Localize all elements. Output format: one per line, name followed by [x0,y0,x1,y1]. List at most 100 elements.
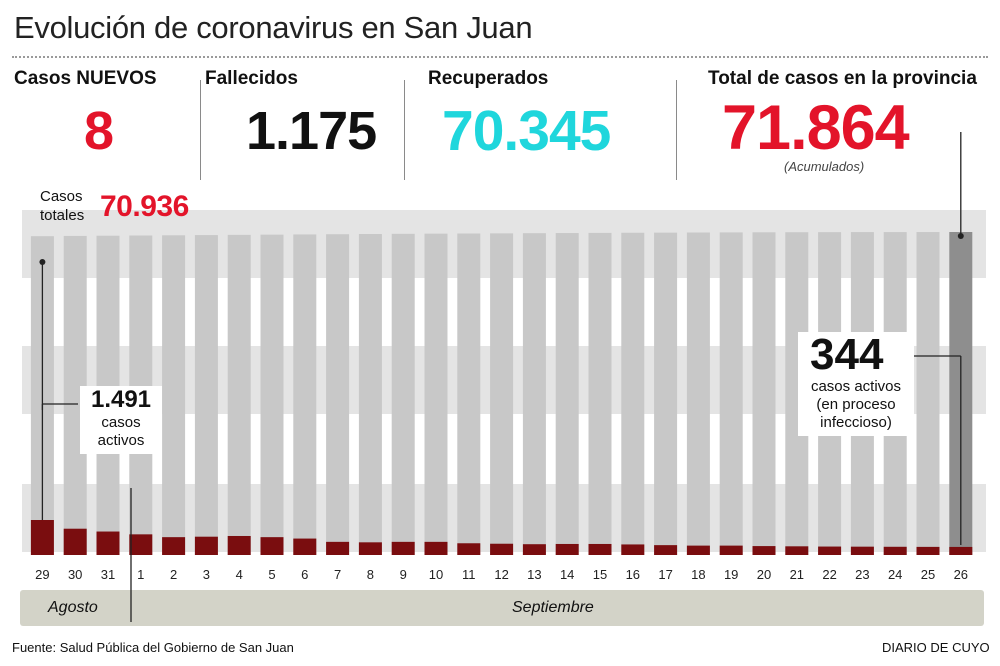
x-tick-label: 9 [400,567,407,582]
start-active-box: 1.491 casos activos [80,386,162,454]
active-cases-bar [850,546,874,555]
total-value: 71.864 [722,93,910,163]
month-label-agosto: Agosto [48,599,98,616]
source-note: Fuente: Salud Pública del Gobierno de Sa… [12,640,294,655]
x-tick-label: 7 [334,567,341,582]
x-tick-label: 29 [35,567,49,582]
start-active-text: casos activos [97,414,145,449]
x-tick-label: 3 [203,567,210,582]
total-cases-bar [621,232,645,555]
active-cases-bar [621,544,645,555]
total-cases-bar [490,233,514,555]
active-cases-bar [686,545,710,555]
total-cases-bar [194,235,218,555]
total-cases-bar [227,234,251,555]
x-tick-label: 25 [921,567,935,582]
active-cases-bar [227,535,251,555]
x-tick-label: 15 [593,567,607,582]
x-tick-label: 5 [268,567,275,582]
new-cases-value: 8 [84,101,114,161]
total-cases-bar [457,233,481,556]
active-cases-bar [129,534,153,555]
total-cases-bar [162,235,186,555]
x-tick-label: 24 [888,567,902,582]
total-cases-bar [326,234,350,555]
recovered-value: 70.345 [442,99,611,163]
total-note: (Acumulados) [784,159,865,174]
active-cases-bar [588,543,612,555]
x-tick-label: 10 [429,567,443,582]
start-active-value: 1.491 [90,386,152,413]
x-tick-label: 26 [954,567,968,582]
total-cases-bar [260,234,284,555]
month-strip [20,590,984,626]
x-tick-label: 19 [724,567,738,582]
x-tick-label: 17 [658,567,672,582]
chart-title: Evolución de coronavirus en San Juan [14,10,533,45]
active-cases-bar [555,543,579,555]
x-tick-label: 13 [527,567,541,582]
x-tick-label: 11 [462,567,476,582]
active-cases-bar [654,545,678,555]
stat-divider [200,80,201,180]
active-cases-bar [490,543,514,555]
active-cases-bar [63,528,87,555]
active-cases-bar [358,542,382,555]
total-cases-bar [424,233,448,556]
stat-divider [676,80,677,180]
x-tick-label: 30 [68,567,82,582]
active-cases-bar [719,545,743,555]
x-tick-label: 22 [822,567,836,582]
x-tick-label: 23 [855,567,869,582]
publisher-credit: DIARIO DE CUYO [882,640,990,655]
x-tick-label: 12 [494,567,508,582]
total-cases-bar [358,234,382,555]
total-cases-bar [752,232,776,555]
end-active-value: 344 [810,330,884,379]
x-tick-label: 4 [236,567,243,582]
active-cases-bar [30,520,54,555]
active-cases-bar [162,537,186,555]
x-tick-label: 21 [790,567,804,582]
total-cases-bar [588,232,612,555]
start-total-label: Casos totales [40,188,85,224]
leader-dot [39,259,46,265]
active-cases-bar [96,531,120,555]
total-cases-bar [63,235,87,555]
deaths-label: Fallecidos [205,68,298,89]
active-cases-bar [391,541,415,555]
active-cases-bar [785,546,809,555]
x-tick-label: 1 [137,567,144,582]
active-cases-bar [949,546,973,555]
total-label: Total de casos en la provincia [708,68,977,89]
end-active-box: 344 casos activos (en proceso infeccioso… [798,332,914,436]
active-cases-bar [752,546,776,555]
active-cases-bar [916,546,940,555]
x-tick-label: 2 [170,567,177,582]
month-label-septiembre: Septiembre [512,599,594,616]
stat-divider [404,80,405,180]
end-active-text: casos activos (en proceso infeccioso) [810,378,902,431]
active-cases-bar [326,541,350,555]
new-cases-label: Casos NUEVOS [14,68,157,89]
active-cases-bar [424,541,448,555]
x-tick-label: 8 [367,567,374,582]
total-cases-bar [654,232,678,555]
active-cases-bar [260,537,284,555]
total-cases-bar [522,233,546,556]
active-cases-bar [293,538,317,555]
title-divider [12,56,988,58]
deaths-value: 1.175 [246,101,377,161]
x-tick-label: 6 [301,567,308,582]
total-cases-bar [555,233,579,555]
active-cases-bar [522,544,546,555]
total-cases-bar [719,232,743,556]
x-tick-label: 16 [626,567,640,582]
total-cases-bar [785,232,809,555]
leader-dot [957,233,964,239]
start-total-value: 70.936 [100,190,189,223]
x-tick-label: 31 [101,567,115,582]
total-cases-bar [391,233,415,556]
x-tick-label: 18 [691,567,705,582]
active-cases-bar [883,546,907,555]
